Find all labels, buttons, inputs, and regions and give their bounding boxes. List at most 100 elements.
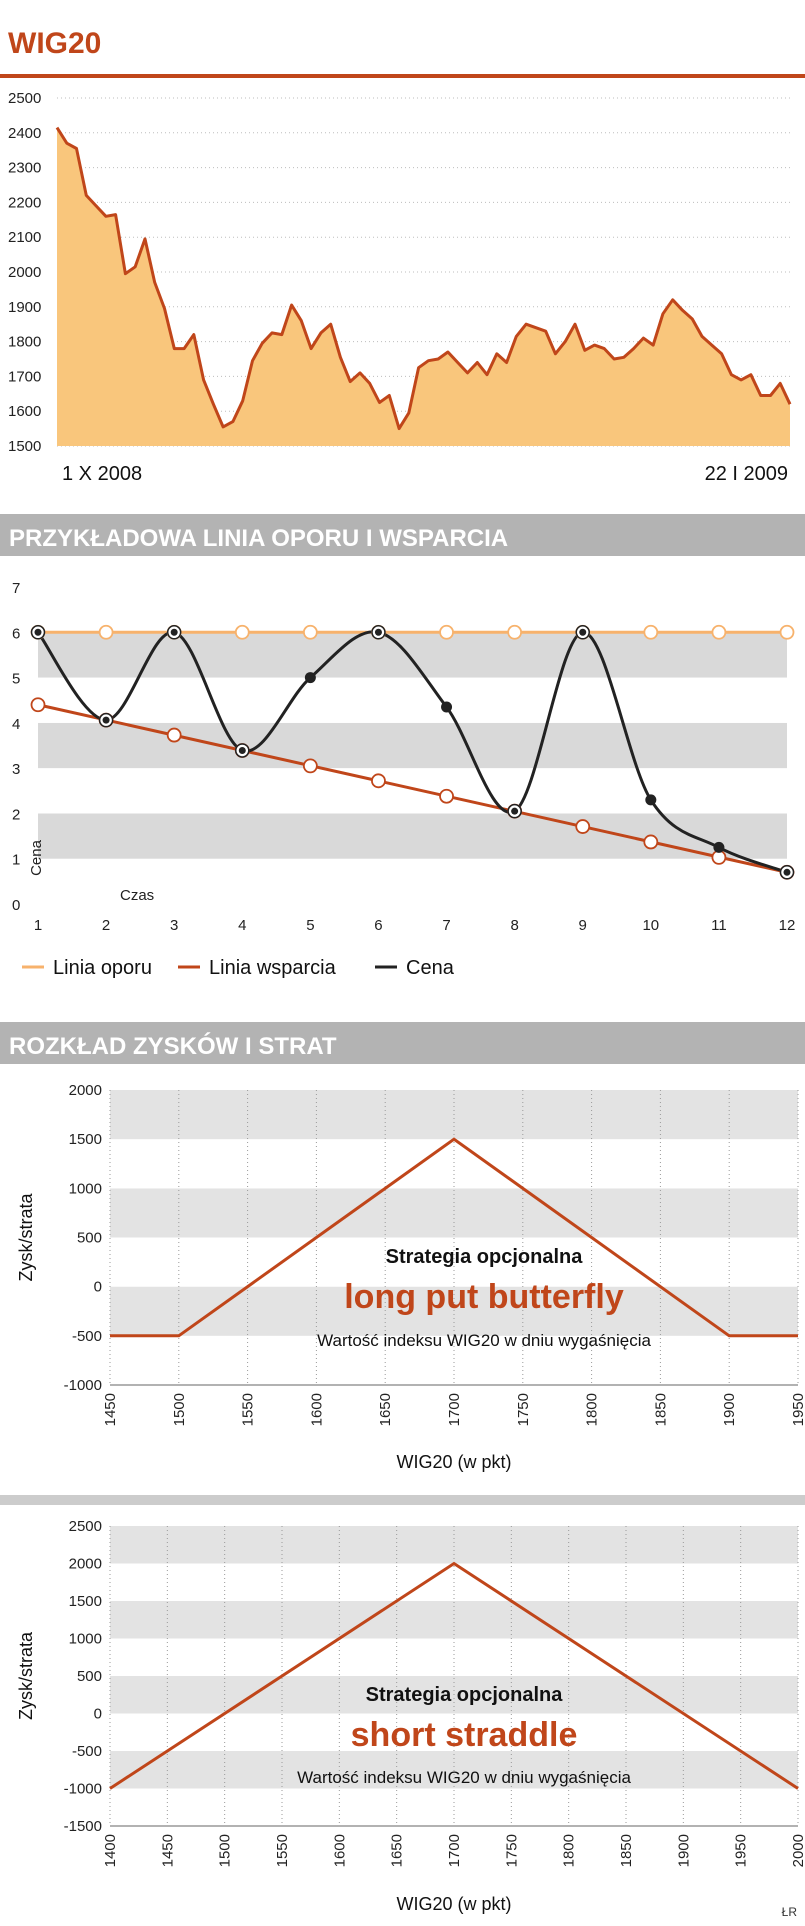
support-point <box>643 834 659 850</box>
y-tick-label: 1 <box>12 852 20 869</box>
x-tick-label: 1600 <box>331 1834 348 1867</box>
y-tick-label: -500 <box>72 1743 102 1760</box>
support-point <box>30 697 46 713</box>
background-band <box>110 1526 798 1564</box>
x-tick-label: 6 <box>374 917 382 934</box>
y-axis-label: Cena <box>28 839 45 876</box>
x-tick-label: 1550 <box>240 1393 257 1426</box>
page-title: WIG20 <box>8 27 101 60</box>
x-tick-label: 1450 <box>102 1393 119 1426</box>
y-tick-label: 0 <box>94 1706 102 1723</box>
y-tick-label: 5 <box>12 671 20 688</box>
section-banner <box>0 1022 805 1064</box>
resistance-point <box>234 624 250 640</box>
y-tick-label: 2000 <box>8 264 41 281</box>
y-tick-label: 500 <box>77 1668 102 1685</box>
x-tick-label: 1500 <box>171 1393 188 1426</box>
x-tick-label: 1900 <box>721 1393 738 1426</box>
legend-label: Linia oporu <box>53 957 152 979</box>
support-point <box>166 727 182 743</box>
x-tick-label: 1850 <box>618 1834 635 1867</box>
y-tick-label: 1800 <box>8 334 41 351</box>
strategy-caption: Strategia opcjonalna <box>366 1684 564 1706</box>
strategy-name: long put butterfly <box>344 1278 624 1316</box>
support-point <box>302 758 318 774</box>
background-band <box>38 677 787 723</box>
resistance-point <box>643 624 659 640</box>
section-title: PRZYKŁADOWA LINIA OPORU I WSPARCIA <box>9 525 508 552</box>
y-tick-label: 1900 <box>8 299 41 316</box>
x-tick-label: 7 <box>442 917 450 934</box>
resistance-point <box>711 624 727 640</box>
y-tick-label: 2400 <box>8 125 41 142</box>
y-axis-label: Zysk/strata <box>16 1193 36 1282</box>
x-tick-label: 1450 <box>159 1834 176 1867</box>
background-band <box>38 813 787 859</box>
background-band <box>38 722 787 769</box>
background-band <box>110 1601 798 1639</box>
x-tick-label: 1 <box>34 917 42 934</box>
x-tick-label: 2 <box>102 917 110 934</box>
support-point <box>439 788 454 804</box>
background-band <box>110 1638 798 1676</box>
y-tick-label: -1500 <box>64 1818 102 1835</box>
strategy-caption: Strategia opcjonalna <box>386 1246 584 1268</box>
price-point <box>238 746 246 754</box>
x-tick-label: 1600 <box>308 1393 325 1426</box>
section-banner <box>0 514 805 556</box>
resistance-point <box>779 624 795 640</box>
price-point <box>441 701 453 713</box>
y-tick-label: 2 <box>12 806 20 823</box>
resistance-point <box>439 624 454 640</box>
y-tick-label: 1000 <box>69 1631 102 1648</box>
annotation-text: Wartość indeksu WIG20 w dniu wygaśnięcia <box>297 1768 631 1787</box>
credit-label: ŁR <box>782 1905 798 1919</box>
y-tick-label: 2000 <box>69 1082 102 1099</box>
x-tick-label: 3 <box>170 917 178 934</box>
x-tick-label: 1650 <box>389 1834 406 1867</box>
y-tick-label: 6 <box>12 625 20 642</box>
area-fill <box>57 127 790 446</box>
y-tick-label: 2000 <box>69 1556 102 1573</box>
y-tick-label: 2200 <box>8 194 41 211</box>
x-tick-label: 8 <box>510 917 518 934</box>
y-tick-label: 4 <box>12 716 20 733</box>
y-tick-label: 1600 <box>8 403 41 420</box>
y-tick-label: 2100 <box>8 229 41 246</box>
background-band <box>110 1139 798 1189</box>
y-axis-label: Zysk/strata <box>16 1631 36 1720</box>
y-tick-label: 7 <box>12 580 20 597</box>
price-point <box>170 628 178 636</box>
y-tick-label: 3 <box>12 761 20 778</box>
payoff-line <box>109 1561 799 1790</box>
wig20-series-line <box>55 126 792 431</box>
price-point <box>511 807 519 815</box>
x-end-label: 22 I 2009 <box>705 463 788 485</box>
x-tick-label: 1650 <box>377 1393 394 1426</box>
resistance-point <box>98 624 114 640</box>
background-band <box>38 587 787 633</box>
x-tick-label: 1800 <box>584 1393 601 1426</box>
x-start-label: 1 X 2008 <box>62 463 142 485</box>
background-band <box>110 1713 798 1751</box>
x-tick-label: 1700 <box>446 1393 463 1426</box>
price-point <box>102 716 110 724</box>
x-tick-label: 1850 <box>652 1393 669 1426</box>
x-tick-label: 1750 <box>515 1393 532 1426</box>
price-point <box>713 841 725 853</box>
x-tick-label: 1800 <box>561 1834 578 1867</box>
x-tick-label: 9 <box>579 917 587 934</box>
y-tick-label: 1700 <box>8 368 41 385</box>
background-band <box>110 1188 798 1238</box>
price-point <box>374 628 382 636</box>
y-tick-label: 0 <box>94 1279 102 1296</box>
y-tick-label: 0 <box>12 897 20 914</box>
header <box>0 0 805 72</box>
background-band <box>38 768 787 814</box>
y-tick-label: 2500 <box>69 1518 102 1535</box>
x-tick-label: 12 <box>779 917 796 934</box>
x-tick-label: 1500 <box>217 1834 234 1867</box>
price-curve <box>36 630 788 874</box>
x-axis-label: WIG20 (w pkt) <box>396 1894 511 1914</box>
